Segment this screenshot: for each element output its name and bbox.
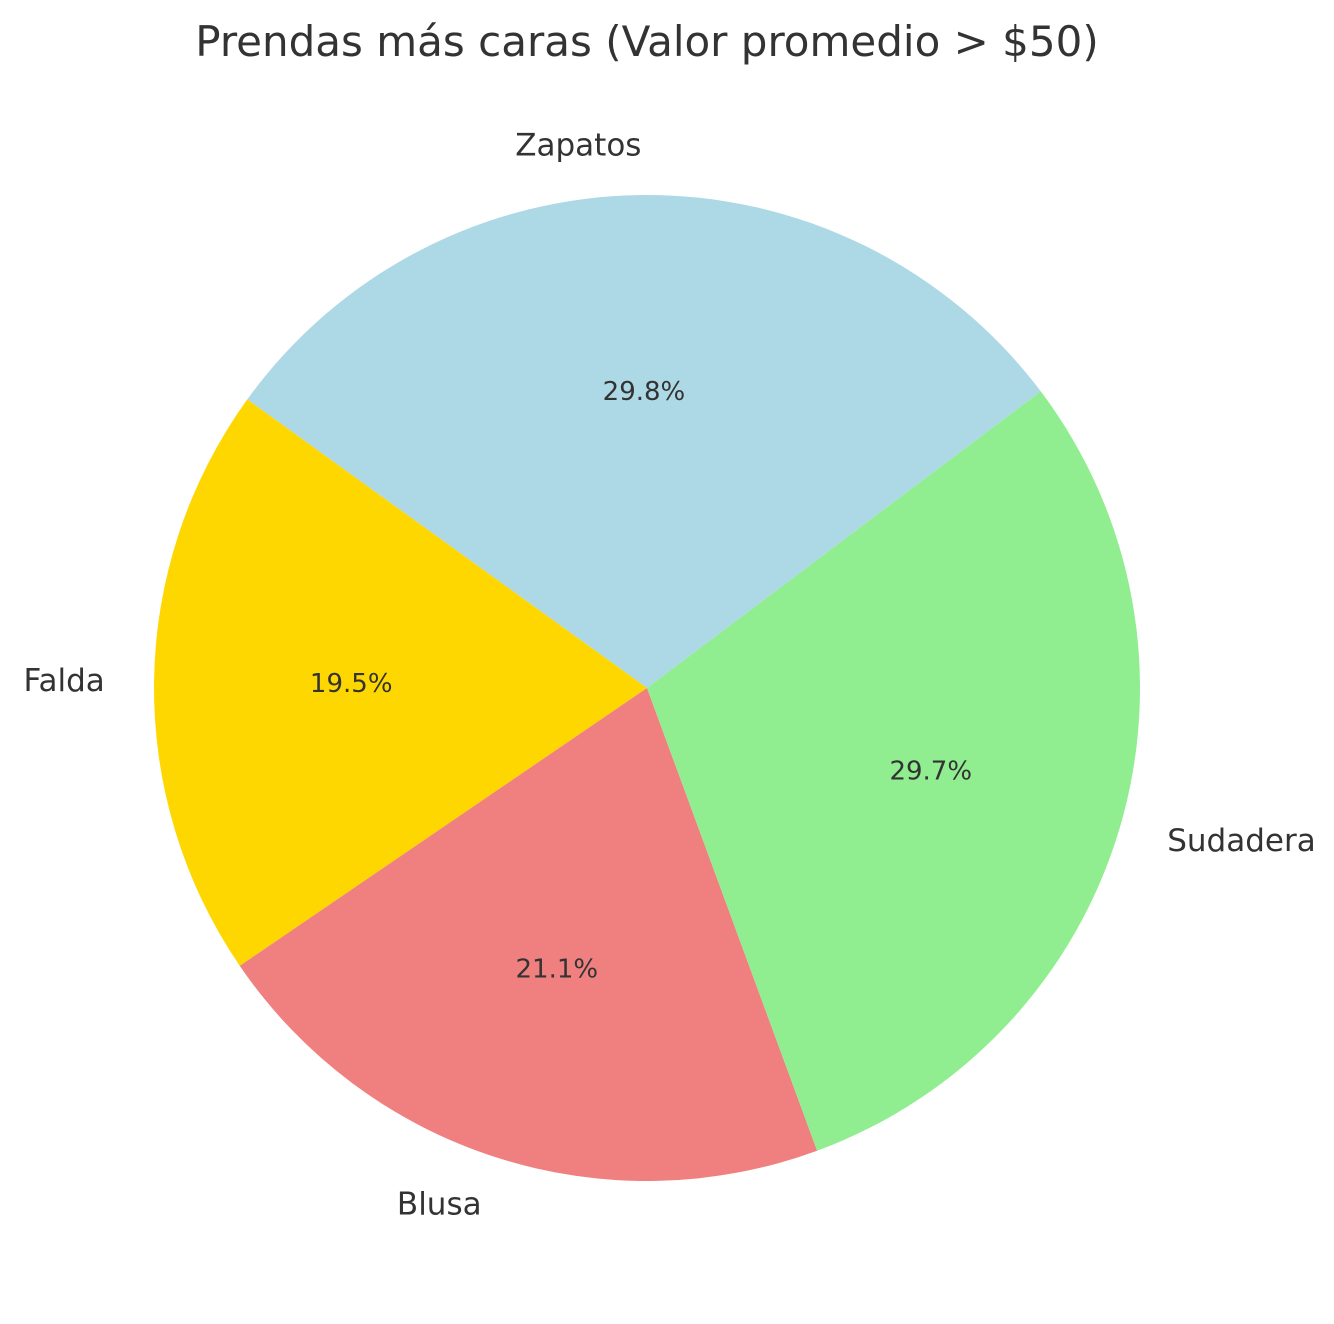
pie-slice-zapatos [247, 195, 1041, 688]
pct-label-sudadera: 29.7% [889, 757, 972, 787]
pie-labels: Zapatos 29.8% Falda 19.5% Blusa 21.1% Sudadera… [23, 128, 1315, 1223]
pie-slice-blusa [239, 688, 818, 1182]
pct-label-blusa: 21.1% [515, 955, 598, 985]
pie-slices [154, 195, 1141, 1182]
chart-title: Prendas más caras (Valor promedio > $50) [195, 17, 1098, 66]
pct-label-zapatos: 29.8% [603, 377, 686, 407]
slice-label-zapatos: Zapatos [515, 128, 641, 164]
slice-label-falda: Falda [23, 663, 104, 699]
slice-label-sudadera: Sudadera [1167, 823, 1316, 859]
pie-slice-falda [154, 399, 648, 966]
pct-label-falda: 19.5% [310, 669, 393, 699]
pie-slice-sudadera [647, 391, 1141, 1151]
slice-label-blusa: Blusa [397, 1186, 482, 1222]
